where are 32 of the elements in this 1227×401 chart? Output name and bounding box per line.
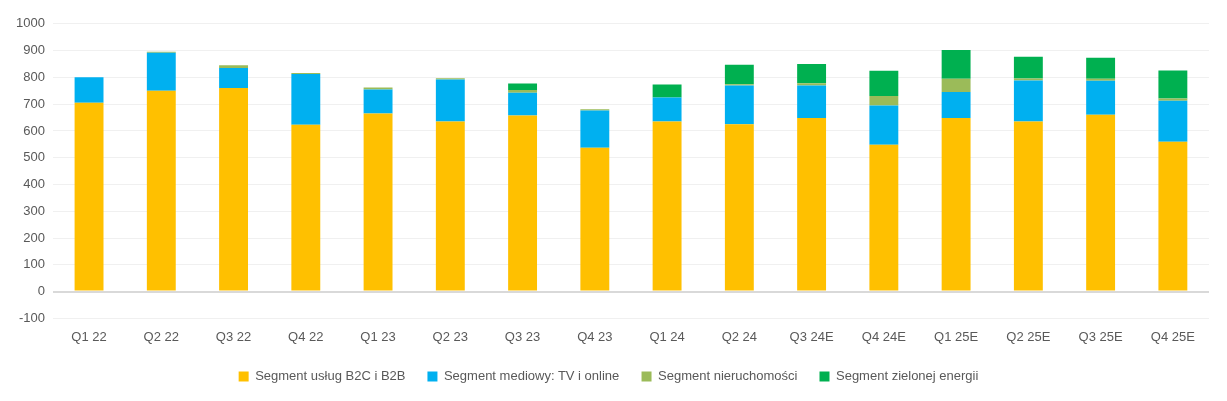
legend-label: Segment zielonej energii bbox=[835, 368, 979, 384]
y-tick-label: 600 bbox=[23, 122, 45, 138]
y-tick-label: 700 bbox=[23, 95, 45, 111]
x-tick-label: Q1 23 bbox=[360, 328, 396, 344]
legend-label: Segment usług B2C i B2B bbox=[255, 368, 406, 384]
x-tick-label: Q3 25E bbox=[1078, 328, 1123, 344]
legend-label: Segment mediowy: TV i online bbox=[443, 368, 620, 384]
x-tick-label: Q2 24 bbox=[721, 328, 758, 344]
y-tick-label: 300 bbox=[23, 202, 45, 218]
x-tick-label: Q4 25E bbox=[1150, 328, 1196, 344]
legend-label: Segment nieruchomości bbox=[658, 368, 798, 384]
y-tick-label: 0 bbox=[37, 283, 45, 299]
y-tick-label: 900 bbox=[23, 42, 45, 58]
y-tick-label: -100 bbox=[18, 309, 45, 325]
x-tick-label: Q4 24E bbox=[861, 328, 907, 344]
y-tick-label: 100 bbox=[23, 256, 45, 272]
x-tick-label: Q4 23 bbox=[577, 328, 613, 344]
x-tick-label: Q3 23 bbox=[504, 328, 541, 344]
y-tick-label: 1000 bbox=[16, 15, 45, 31]
x-tick-label: Q3 22 bbox=[215, 328, 252, 344]
x-tick-label: Q1 22 bbox=[71, 328, 107, 344]
y-tick-label: 400 bbox=[23, 176, 45, 192]
y-tick-label: 800 bbox=[23, 68, 45, 84]
x-tick-label: Q3 24E bbox=[789, 328, 834, 344]
x-tick-label: Q2 22 bbox=[143, 328, 180, 344]
y-tick-label: 500 bbox=[23, 149, 45, 165]
x-tick-label: Q1 25E bbox=[934, 328, 979, 344]
y-tick-label: 200 bbox=[23, 229, 45, 245]
x-tick-label: Q2 23 bbox=[432, 328, 469, 344]
x-tick-label: Q1 24 bbox=[649, 328, 685, 344]
x-tick-label: Q2 25E bbox=[1006, 328, 1051, 344]
x-tick-label: Q4 22 bbox=[288, 328, 324, 344]
